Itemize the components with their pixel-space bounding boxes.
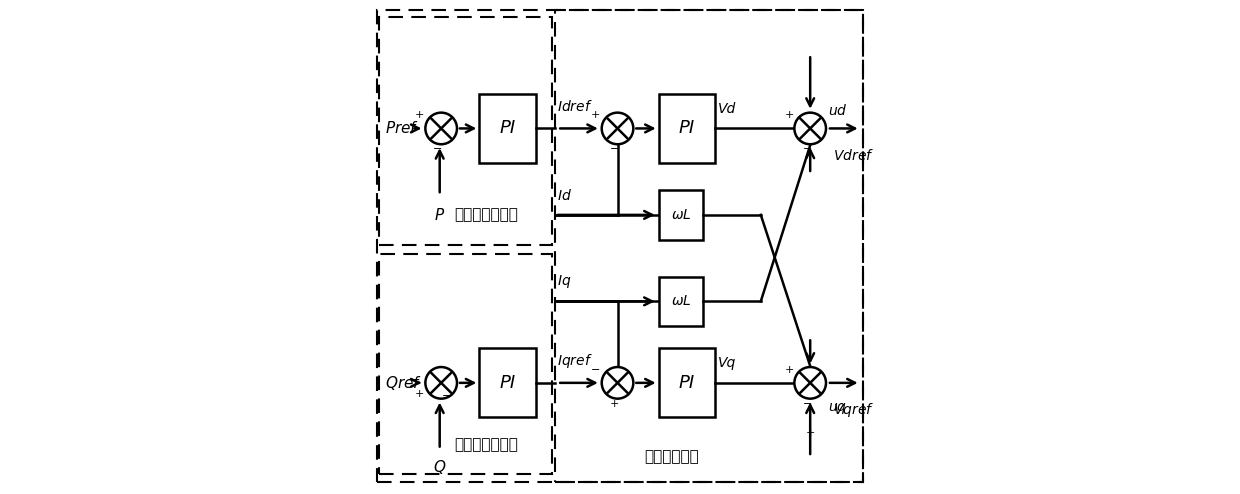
Bar [379, 17, 552, 245]
Circle shape [795, 113, 826, 144]
Text: +: + [609, 399, 619, 409]
Text: −: − [802, 399, 812, 409]
Bar [379, 254, 552, 474]
Text: +: + [785, 365, 794, 374]
Text: $Id$: $Id$ [557, 188, 572, 203]
Bar [658, 348, 715, 417]
Text: −: − [441, 391, 451, 401]
Text: 内环电流控制: 内环电流控制 [645, 450, 699, 464]
Text: $P$: $P$ [434, 207, 445, 223]
Text: $uq$: $uq$ [828, 401, 848, 416]
Text: +: + [414, 110, 424, 120]
Text: $Vqref$: $Vqref$ [833, 401, 874, 419]
Text: 定有功功率控制: 定有功功率控制 [455, 207, 518, 222]
Text: PI: PI [500, 374, 516, 392]
Bar [479, 94, 536, 163]
Text: PI: PI [500, 120, 516, 137]
Text: −: − [591, 365, 600, 374]
Circle shape [795, 367, 826, 399]
Circle shape [425, 367, 458, 399]
Bar [658, 190, 703, 240]
Text: $Q$: $Q$ [433, 458, 446, 476]
Text: PI: PI [678, 120, 694, 137]
Text: $Idref$: $Idref$ [557, 99, 593, 114]
Text: +: + [414, 389, 424, 399]
Text: 定无功功率控制: 定无功功率控制 [455, 437, 518, 452]
Circle shape [601, 113, 634, 144]
Text: $ud$: $ud$ [828, 103, 848, 118]
Text: −: − [609, 144, 619, 154]
Text: $Iq$: $Iq$ [557, 273, 572, 290]
Bar [658, 94, 715, 163]
Text: Vd: Vd [718, 102, 737, 116]
Text: −: − [802, 144, 812, 154]
Circle shape [601, 367, 634, 399]
Circle shape [425, 113, 458, 144]
Text: Vq: Vq [718, 356, 737, 370]
Text: $\omega L$: $\omega L$ [671, 208, 691, 222]
Text: $Qref$: $Qref$ [386, 374, 423, 392]
Text: $Pref$: $Pref$ [386, 121, 419, 136]
Text: +: + [785, 110, 794, 120]
Bar [479, 348, 536, 417]
Text: $\omega L$: $\omega L$ [671, 294, 691, 308]
Text: −: − [433, 144, 443, 154]
Text: +: + [591, 110, 600, 120]
Text: $Vdref$: $Vdref$ [833, 148, 874, 163]
Bar [554, 10, 863, 482]
Text: +: + [806, 428, 815, 438]
Text: $Iqref$: $Iqref$ [557, 352, 593, 370]
Bar [658, 277, 703, 326]
Text: PI: PI [678, 374, 694, 392]
